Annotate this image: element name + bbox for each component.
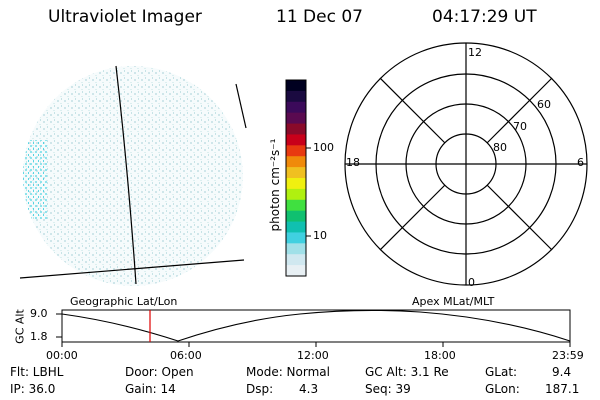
- polar-diagonal: [486, 77, 553, 144]
- orbit-plot-frame: [61, 309, 571, 343]
- colorbar-cell: [286, 265, 306, 277]
- colorbar-cell: [286, 134, 306, 146]
- dsp-label: Dsp:: [246, 382, 274, 396]
- glon-value: 187.1: [545, 382, 580, 396]
- colorbar-cell: [286, 254, 306, 266]
- lon-grid-line: [115, 65, 137, 285]
- orbit-ylabel: GC Alt: [13, 309, 27, 344]
- seq-info: Seq: 39: [365, 382, 411, 396]
- filter-info: Flt: LBHL: [10, 365, 64, 379]
- colorbar-cell: [286, 101, 306, 114]
- colorbar-cell: [286, 112, 306, 125]
- orbit-altitude-curve: [61, 309, 571, 342]
- orbit-ytick-bottom: 1.8: [30, 330, 48, 343]
- glat-value: 9.4: [552, 365, 572, 379]
- colorbar-tick-label-10: 10: [313, 229, 327, 242]
- orbit-xtick-0600: 06:00: [170, 349, 202, 362]
- app-title: Ultraviolet Imager: [48, 7, 202, 27]
- limb-grid-line: [235, 83, 247, 129]
- orbit-xtick-2359: 23:59: [552, 349, 584, 362]
- mlt-label-12: 12: [468, 46, 482, 59]
- mlt-label-0: 0: [468, 276, 475, 289]
- door-info: Door: Open: [125, 365, 194, 379]
- dsp-value: 4.3: [299, 382, 319, 396]
- colorbar-cell: [286, 232, 306, 244]
- ip-info: IP: 36.0: [10, 382, 56, 396]
- colorbar-cell: [286, 221, 306, 234]
- colorbar-tick-label-100: 100: [313, 141, 334, 154]
- polar-diagonal: [486, 184, 553, 251]
- gc-alt-info: GC Alt: 3.1 Re: [365, 365, 449, 379]
- glon-label: GLon:: [485, 382, 520, 396]
- mlt-label-18: 18: [346, 156, 360, 169]
- colorbar-cell: [286, 80, 306, 92]
- orbit-xtick-1200: 12:00: [297, 349, 329, 362]
- colorbar-cell: [286, 178, 306, 190]
- gain-info: Gain: 14: [125, 382, 176, 396]
- colorbar-cell: [286, 188, 306, 201]
- lat-label-80: 80: [493, 141, 507, 154]
- orbit-ytick-top: 9.0: [30, 307, 48, 320]
- colorbar-cell: [286, 123, 306, 136]
- colorbar-cell: [286, 167, 306, 179]
- time-label: 04:17:29 UT: [432, 7, 537, 27]
- colorbar-cell: [286, 243, 306, 255]
- colorbar-cell: [286, 210, 306, 223]
- orbit-xtick-1800: 18:00: [424, 349, 456, 362]
- lat-grid-line: [19, 259, 245, 279]
- colorbar-cell: [286, 199, 306, 212]
- glat-label: GLat:: [485, 365, 518, 379]
- colorbar-cell: [286, 156, 306, 168]
- date-label: 11 Dec 07: [276, 7, 363, 27]
- mode-info: Mode: Normal: [246, 365, 330, 379]
- orbit-left-title: Geographic Lat/Lon: [70, 295, 178, 308]
- colorbar-cell: [286, 90, 306, 103]
- colorbar-cell: [286, 145, 306, 157]
- orbit-right-title: Apex MLat/MLT: [412, 295, 495, 308]
- lat-label-70: 70: [513, 120, 527, 133]
- mlt-label-6: 6: [577, 156, 584, 169]
- lat-label-60: 60: [537, 98, 551, 111]
- polar-diagonal: [379, 77, 446, 144]
- polar-diagonal: [379, 184, 446, 251]
- orbit-xtick-0000: 00:00: [46, 349, 78, 362]
